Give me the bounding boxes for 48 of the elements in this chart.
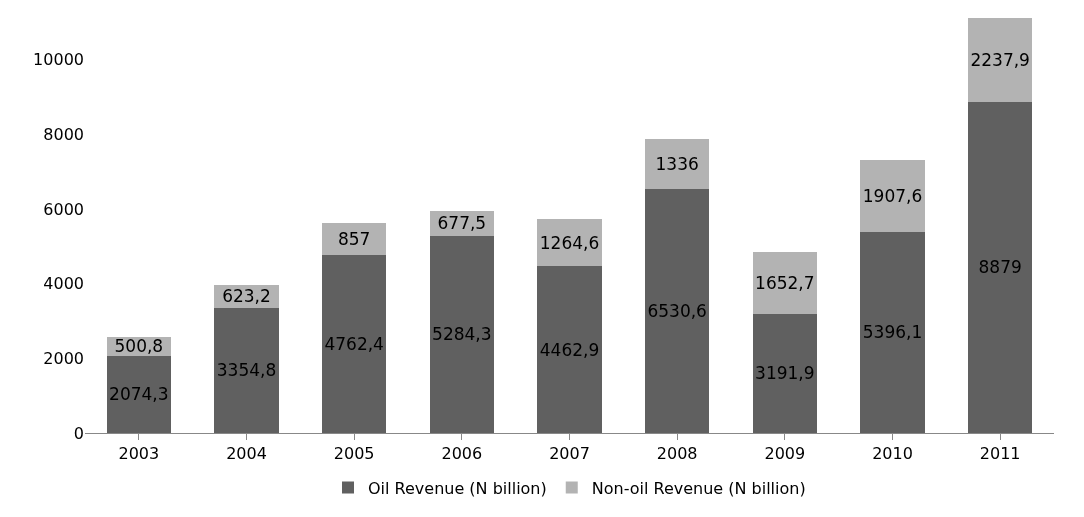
bar: [752, 313, 818, 433]
x-tick-label: 2006: [441, 444, 483, 464]
data-label: 3191,9: [755, 363, 815, 384]
x-tick-label: 2005: [333, 444, 375, 464]
data-label: 4762,4: [324, 334, 384, 355]
data-label: 4462,9: [539, 339, 600, 360]
data-label: 1652,7: [755, 273, 815, 294]
x-tick-label: 2004: [226, 444, 267, 464]
bar: [860, 160, 925, 232]
data-label: 3354,8: [216, 360, 277, 381]
bar: [644, 189, 710, 433]
data-label: 6530,6: [647, 301, 707, 322]
y-tick-label: 0: [73, 423, 84, 443]
x-tick-label: 2009: [764, 444, 806, 464]
bar: [967, 101, 1033, 433]
bar: [429, 235, 495, 433]
y-tick-label: 6000: [43, 199, 84, 219]
bar: [537, 266, 602, 433]
y-tick-label: 4000: [43, 274, 84, 294]
bar: [644, 139, 710, 190]
y-tick-label: 8000: [43, 125, 84, 145]
data-label: 677,5: [437, 213, 487, 234]
data-label: 5396,1: [862, 322, 923, 343]
bar: [214, 307, 279, 433]
data-label: 2237,9: [970, 49, 1030, 70]
bar: [752, 252, 818, 314]
data-label: 1336: [655, 154, 699, 175]
x-tick-label: 2010: [872, 444, 913, 464]
bar: [860, 231, 925, 433]
bar: [967, 18, 1033, 102]
data-label: 1264,6: [539, 232, 600, 253]
bar: [321, 255, 387, 433]
y-tick-label: 2000: [43, 348, 84, 368]
data-label: 857: [337, 229, 371, 250]
legend-label: Non-oil Revenue (N billion): [591, 478, 806, 498]
data-label: 623,2: [222, 286, 271, 307]
x-tick-label: 2003: [118, 444, 160, 464]
data-label: 5284,3: [432, 324, 492, 345]
y-tick-label: 10000: [33, 50, 84, 70]
data-label: 2074,3: [109, 384, 169, 405]
x-tick-label: 2008: [656, 444, 698, 464]
legend-label: Oil Revenue (N billion): [368, 478, 547, 498]
x-tick-label: 2011: [979, 444, 1021, 464]
data-label: 1907,6: [862, 186, 923, 207]
data-label: 8879: [978, 257, 1022, 278]
bar: [106, 355, 172, 433]
data-label: 500,8: [114, 336, 164, 357]
x-tick-label: 2007: [549, 444, 590, 464]
